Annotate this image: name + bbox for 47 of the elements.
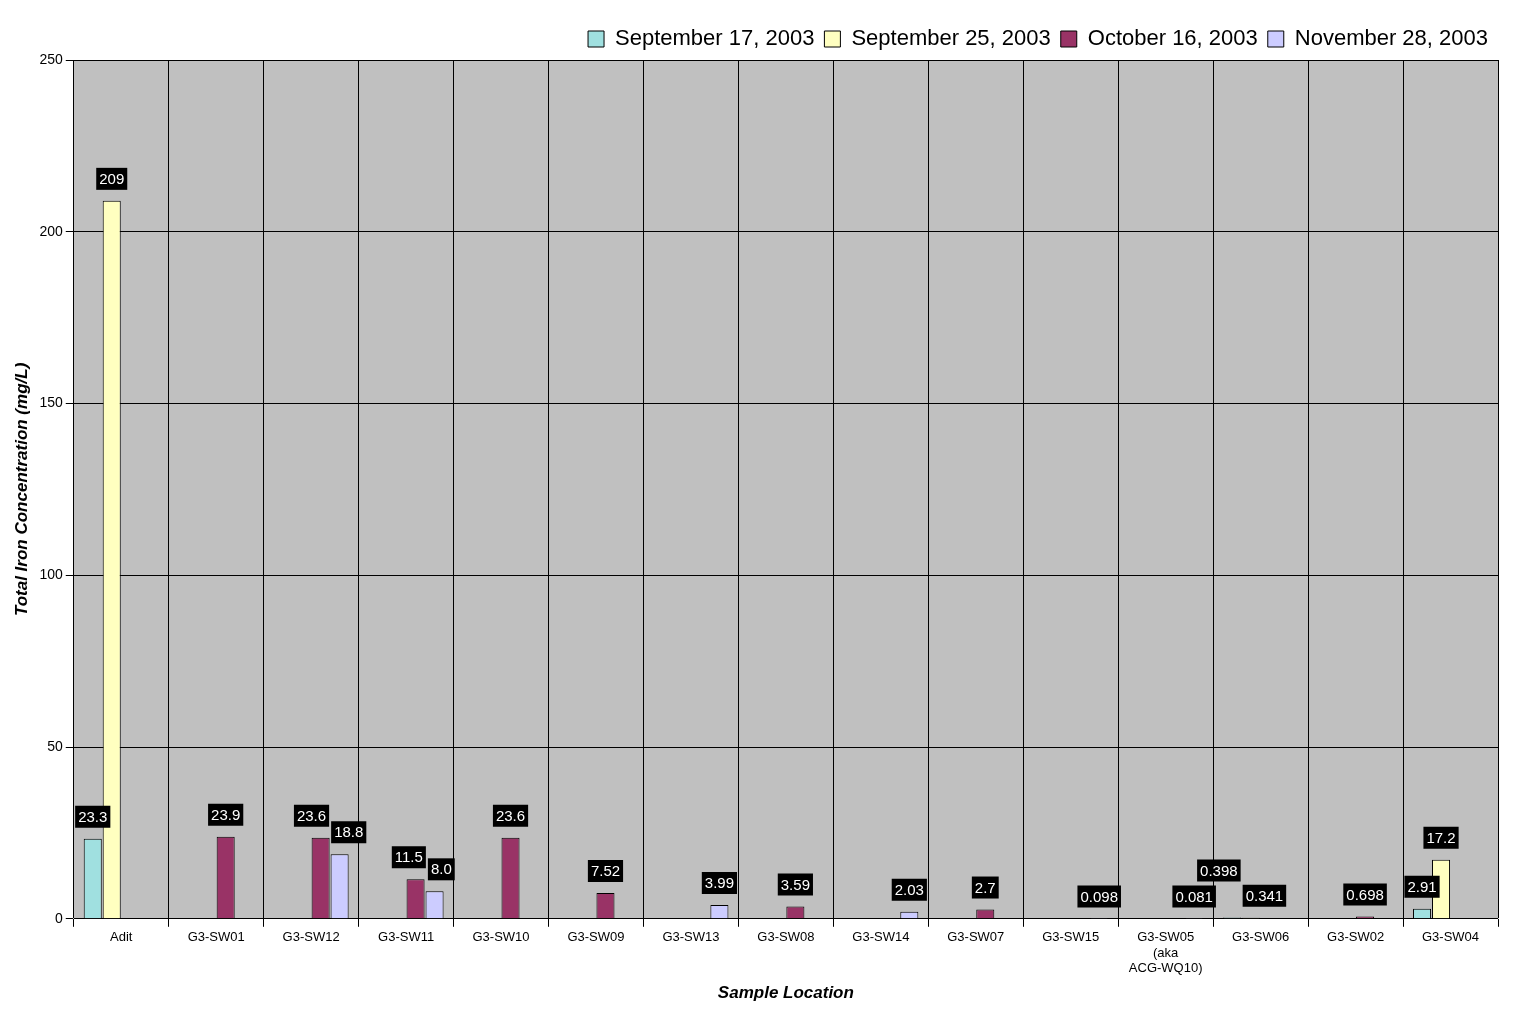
x-axis-title: Sample Location bbox=[717, 983, 854, 1003]
data-label: 23.6 bbox=[296, 806, 327, 824]
y-tick-label: 50 bbox=[47, 737, 63, 754]
legend-label: November 28, 2003 bbox=[1294, 25, 1488, 51]
x-tick-label: Adit bbox=[110, 929, 133, 945]
data-label: 18.8 bbox=[334, 823, 364, 841]
data-label: 3.59 bbox=[780, 875, 810, 893]
data-label: 0.081 bbox=[1175, 887, 1213, 905]
x-tick-label: G3-SW13 bbox=[662, 929, 720, 945]
data-label: 7.52 bbox=[590, 862, 621, 880]
x-tick-label: G3-SW14 bbox=[852, 929, 910, 945]
x-tick-label: G3-SW01 bbox=[187, 929, 245, 945]
data-label: 0.098 bbox=[1080, 887, 1118, 905]
data-label: 0.698 bbox=[1346, 885, 1384, 903]
data-label: 3.99 bbox=[704, 874, 735, 892]
data-label: 0.398 bbox=[1200, 861, 1238, 879]
x-tick-label: G3-SW11 bbox=[378, 929, 435, 945]
x-tick-label: G3-SW15 bbox=[1042, 929, 1100, 945]
data-label: 23.6 bbox=[495, 806, 526, 824]
x-tick-label: G3-SW07 bbox=[947, 929, 1005, 945]
data-label: 2.7 bbox=[974, 878, 996, 896]
y-tick-label: 200 bbox=[39, 222, 63, 239]
x-tick-label: G3-SW06 bbox=[1232, 929, 1290, 945]
x-tick-label: G3-SW12 bbox=[282, 929, 340, 945]
data-label: 2.03 bbox=[894, 880, 924, 898]
data-label: 11.5 bbox=[394, 848, 423, 866]
x-tick-label: G3-SW02 bbox=[1327, 929, 1385, 945]
legend-label: October 16, 2003 bbox=[1087, 25, 1258, 51]
y-tick-label: 0 bbox=[54, 909, 63, 926]
legend-label: September 17, 2003 bbox=[615, 25, 815, 51]
data-label: 209 bbox=[99, 169, 125, 187]
data-label: 8.0 bbox=[430, 860, 452, 878]
data-label: 0.341 bbox=[1245, 886, 1284, 904]
legend-label: September 25, 2003 bbox=[851, 25, 1051, 51]
data-label: 23.3 bbox=[78, 807, 108, 825]
x-tick-label: G3-SW09 bbox=[567, 929, 625, 945]
y-tick-label: 150 bbox=[39, 394, 63, 411]
data-label: 2.91 bbox=[1407, 877, 1437, 895]
y-tick-label: 250 bbox=[39, 50, 63, 67]
x-tick-label: G3-SW05 (aka ACG-WQ10) bbox=[1128, 929, 1203, 976]
x-tick-label: G3-SW08 bbox=[757, 929, 815, 945]
x-tick-label: G3-SW04 bbox=[1421, 929, 1480, 945]
y-tick-label: 100 bbox=[39, 566, 63, 583]
x-tick-label: G3-SW10 bbox=[472, 929, 530, 945]
data-label: 17.2 bbox=[1426, 828, 1456, 846]
data-label: 23.9 bbox=[211, 805, 241, 823]
y-axis-title: Total Iron Concentration (mg/L) bbox=[11, 362, 31, 617]
